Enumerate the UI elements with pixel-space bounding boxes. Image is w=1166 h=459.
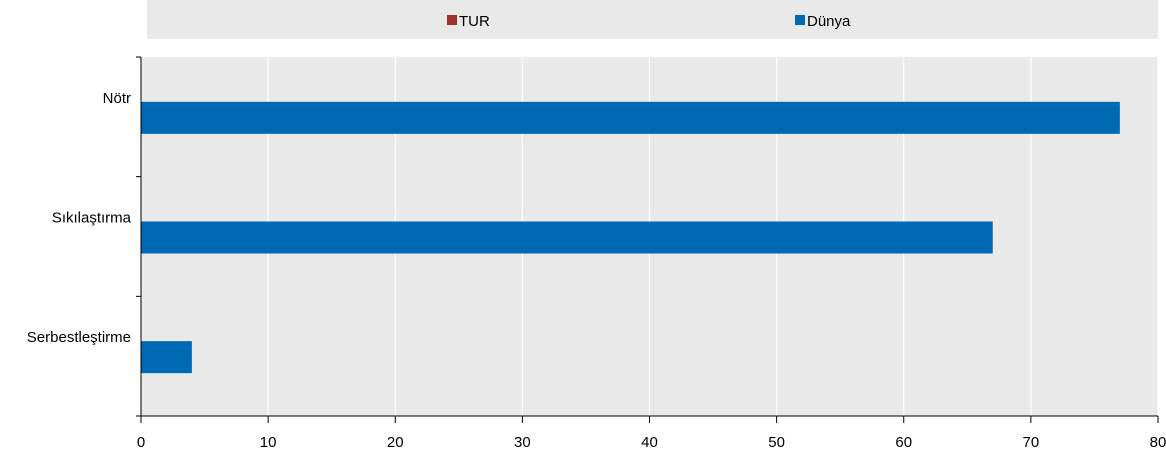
legend: TUR Dünya — [447, 13, 851, 30]
x-tick-label-70: 70 — [1023, 434, 1040, 451]
y-tick-label: Nötr — [103, 90, 131, 107]
bars — [141, 101, 1120, 374]
x-tick-label-80: 80 — [1150, 434, 1166, 451]
legend-label-TUR: TUR — [459, 13, 490, 30]
x-tick-label-0: 0 — [137, 434, 145, 451]
bar-Dünya-2 — [141, 341, 192, 374]
y-axis-ticks: Nötr Sıkılaştırma Serbestleştirme — [27, 56, 141, 417]
bar-Dünya-0 — [141, 101, 1120, 134]
x-tick-label-60: 60 — [895, 434, 912, 451]
legend-swatch-Dünya — [795, 15, 805, 25]
x-tick-label-30: 30 — [514, 434, 531, 451]
legend-background — [147, 0, 1158, 39]
legend-swatch-TUR — [447, 15, 457, 25]
y-tick-label: Serbestleştirme — [27, 329, 131, 346]
x-tick-label-50: 50 — [768, 434, 785, 451]
legend-label-Dünya: Dünya — [807, 13, 851, 30]
y-tick-label: Sıkılaştırma — [52, 210, 132, 227]
x-tick-label-10: 10 — [260, 434, 277, 451]
bar-Dünya-1 — [141, 221, 993, 254]
x-tick-label-20: 20 — [387, 434, 404, 451]
x-axis-ticks: 0 10 20 30 40 50 60 70 80 — [137, 416, 1166, 451]
x-tick-label-40: 40 — [641, 434, 658, 451]
